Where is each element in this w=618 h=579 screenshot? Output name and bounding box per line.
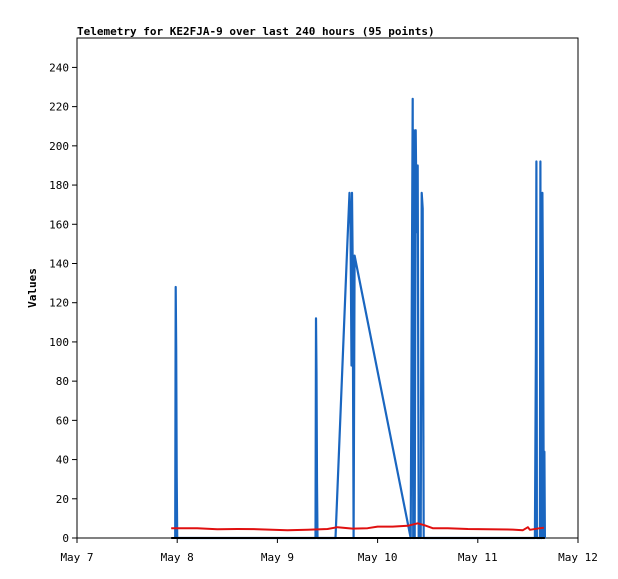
x-tick-label: May 8	[161, 551, 194, 564]
y-tick-label: 80	[56, 375, 69, 388]
y-tick-label: 20	[56, 493, 69, 506]
x-tick-label: May 7	[60, 551, 93, 564]
x-axis: May 7 May 8 May 9 May 10 May 11 May 12	[60, 538, 598, 564]
x-tick-label: May 9	[261, 551, 294, 564]
y-tick-label: 60	[56, 414, 69, 427]
y-tick-label: 0	[62, 532, 69, 545]
series-layer	[171, 97, 547, 540]
y-axis: 0 20 40 60 80 100 120 140 160 180 200 220 240	[49, 61, 77, 545]
x-tick-label: May 11	[458, 551, 498, 564]
y-tick-label: 220	[49, 101, 69, 114]
series-line-1	[174, 97, 547, 540]
y-tick-label: 140	[49, 257, 69, 270]
y-tick-label: 240	[49, 61, 69, 74]
y-axis-label: Values	[26, 268, 39, 308]
y-tick-label: 160	[49, 218, 69, 231]
y-tick-label: 100	[49, 336, 69, 349]
y-tick-label: 120	[49, 297, 69, 310]
x-tick-label: May 10	[358, 551, 398, 564]
x-tick-label: May 12	[558, 551, 598, 564]
chart-title: Telemetry for KE2FJA-9 over last 240 hou…	[77, 25, 435, 38]
y-tick-label: 40	[56, 454, 69, 467]
plot-area-frame	[76, 37, 579, 539]
series-line-2	[171, 522, 544, 532]
y-tick-label: 180	[49, 179, 69, 192]
y-tick-label: 200	[49, 140, 69, 153]
